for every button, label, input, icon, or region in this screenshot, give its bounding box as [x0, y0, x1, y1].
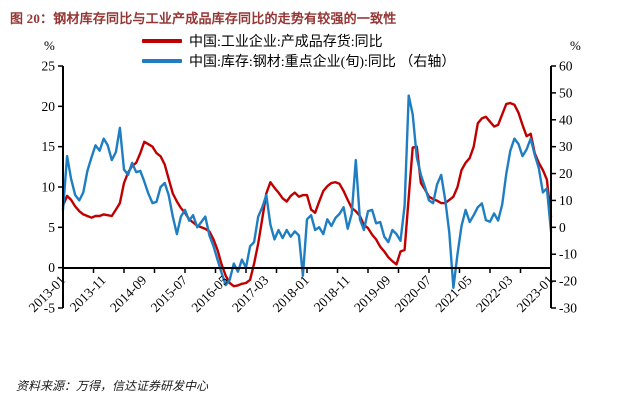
- left-axis-tick-label: 10: [42, 180, 56, 195]
- x-axis-tick-label: 2016-05: [188, 272, 231, 315]
- x-axis-tick-label: 2015-07: [148, 272, 191, 315]
- legend-label-steel-inventory: 中国:库存:钢材:重点企业(旬):同比 （右轴）: [189, 55, 456, 70]
- left-axis-ticks: 25 20 15 10 5 0 -5: [42, 59, 63, 316]
- right-axis-tick-label: -30: [559, 301, 577, 316]
- legend-item-steel-inventory: 中国:库存:钢材:重点企业(旬):同比 （右轴）: [142, 51, 455, 71]
- left-axis-tick-label: 5: [48, 220, 55, 235]
- right-axis-tick-label: 40: [559, 112, 573, 127]
- right-axis-unit: %: [570, 38, 581, 53]
- x-axis-tick-label: 2013-11: [67, 273, 109, 315]
- blue-series-line: [61, 94, 553, 289]
- right-axis-tick-label: 50: [559, 85, 573, 100]
- left-axis-tick-label: 0: [48, 260, 55, 275]
- series-lines: [61, 94, 553, 289]
- right-axis-tick-label: 30: [559, 139, 573, 154]
- red-line-swatch: [142, 39, 182, 43]
- right-axis-ticks: 60 50 40 30 20 10 0 -10 -20 -30: [551, 59, 577, 316]
- legend-label-finished-goods: 中国:工业企业:产成品存货:同比: [189, 35, 383, 50]
- left-axis-unit: %: [44, 38, 55, 53]
- right-axis-tick-label: 60: [559, 59, 573, 74]
- left-axis-tick-label: -5: [44, 301, 55, 316]
- right-axis-tick-label: 0: [559, 220, 566, 235]
- blue-line-swatch: [142, 59, 182, 63]
- right-axis-tick-label: 20: [559, 166, 573, 181]
- x-axis-tick-label: 2020-07: [392, 272, 435, 315]
- x-axis-tick-label: 2023-01: [514, 273, 556, 315]
- x-axis-ticks: [62, 268, 552, 273]
- source-note: 资料来源：万得，信达证券研发中心: [16, 379, 209, 393]
- x-axis-tick-label: 2018-01: [270, 273, 312, 315]
- legend: 中国:工业企业:产成品存货:同比 中国:库存:钢材:重点企业(旬):同比 （右轴…: [142, 31, 455, 71]
- x-axis-labels: 2013-012013-112014-092015-072016-052017-…: [26, 272, 556, 315]
- x-axis-tick-label: 2022-03: [473, 272, 516, 315]
- left-axis-tick-label: 25: [42, 59, 56, 74]
- right-axis-tick-label: -10: [559, 247, 577, 262]
- chart-title: 图 20：钢材库存同比与工业产成品库存同比的走势有较强的一致性: [10, 11, 397, 26]
- legend-item-finished-goods: 中国:工业企业:产成品存货:同比: [142, 31, 455, 51]
- x-axis-tick-label: 2019-09: [351, 272, 394, 315]
- left-axis-tick-label: 15: [42, 139, 56, 154]
- red-series-line: [61, 101, 553, 288]
- x-axis-tick-label: 2018-11: [311, 273, 353, 315]
- left-axis-tick-label: 20: [42, 99, 56, 114]
- x-axis-tick-label: 2014-09: [107, 272, 150, 315]
- right-axis-tick-label: -20: [559, 274, 577, 289]
- right-axis-tick-label: 10: [559, 193, 573, 208]
